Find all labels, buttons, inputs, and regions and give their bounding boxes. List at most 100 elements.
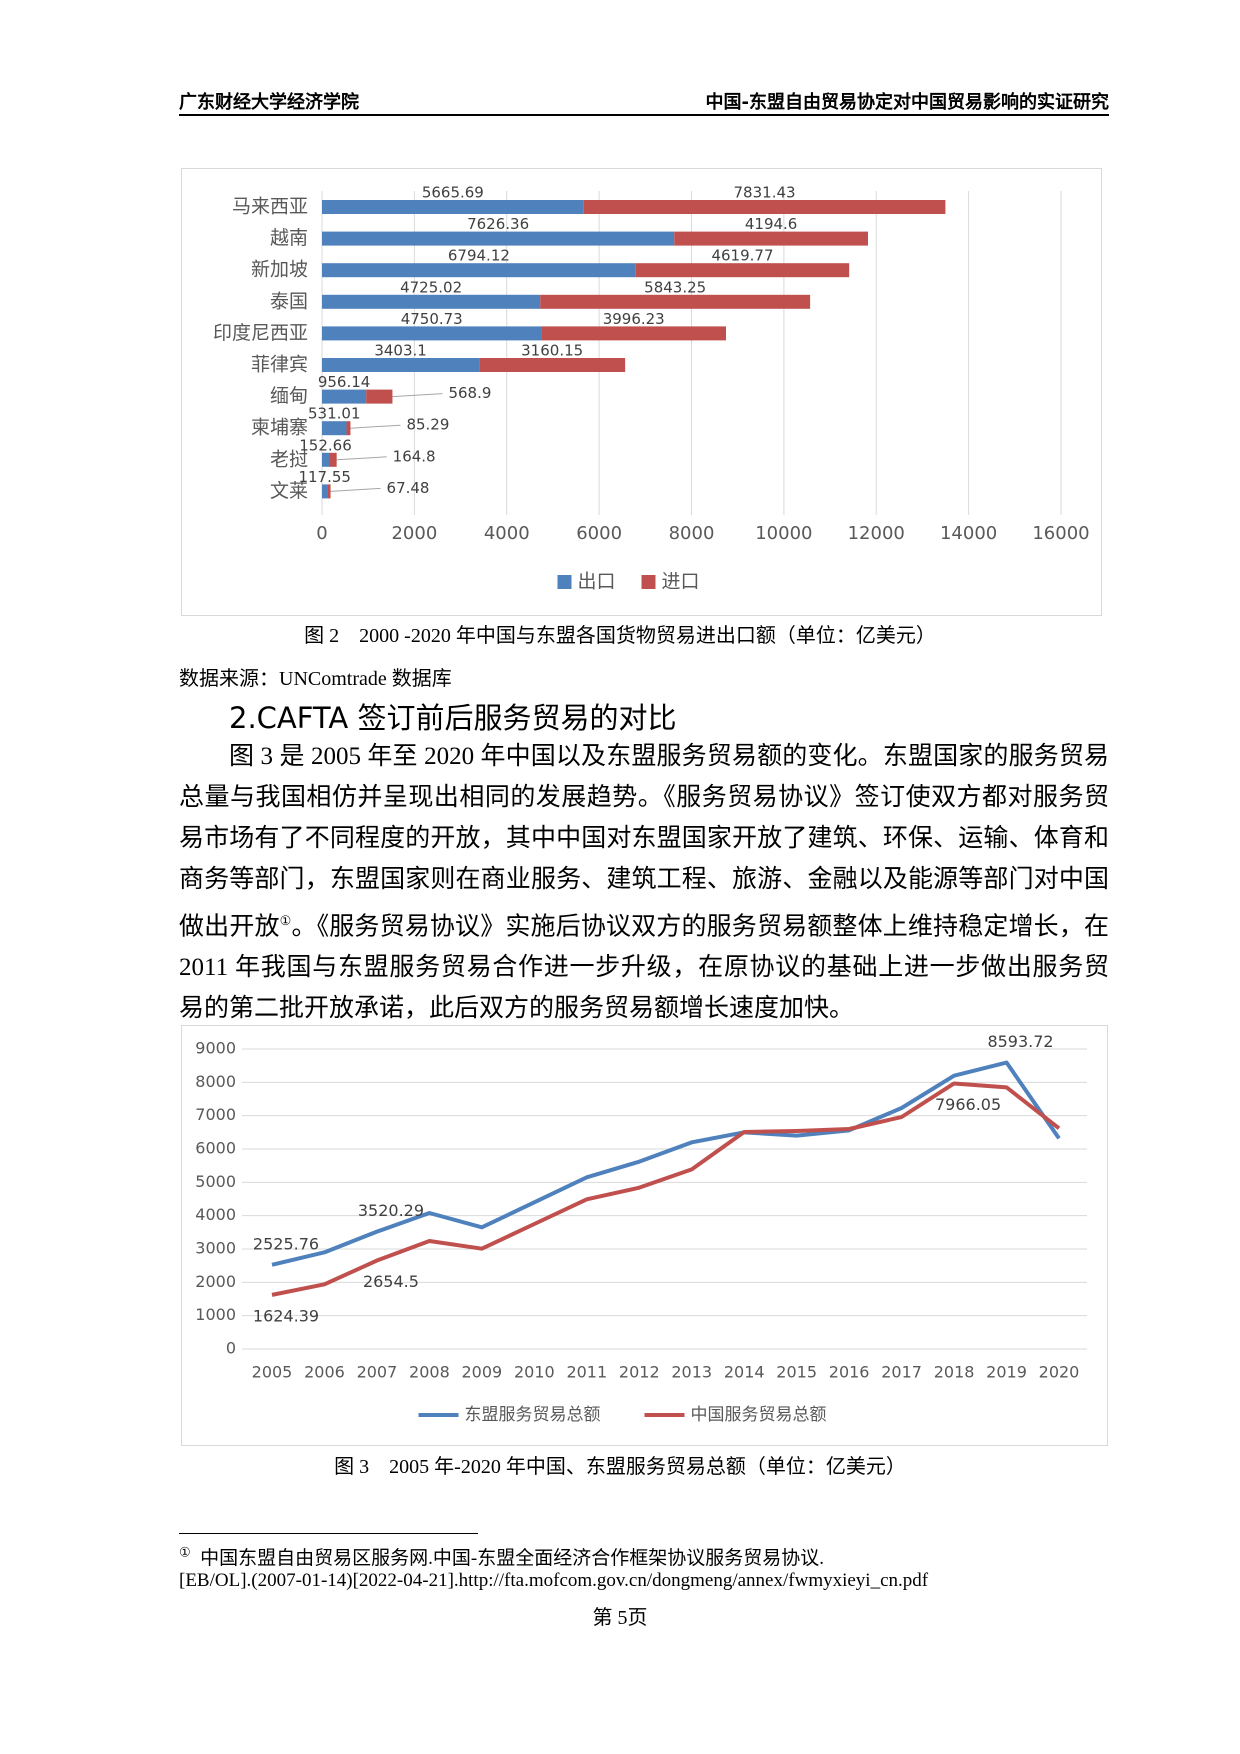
bar-segment (346, 421, 351, 436)
figure-caption: 图 2 2000 -2020 年中国与东盟各国货物贸易进出口额（单位：亿美元） (304, 625, 936, 647)
y-tick-label: 1000 (195, 1305, 236, 1324)
footnote-text: 中国东盟自由贸易区服务网.中国-东盟全面经济合作框架协议服务贸易协议. (200, 1548, 824, 1569)
y-tick-label: 新加坡 (251, 259, 308, 281)
bar-segment (322, 200, 584, 214)
x-tick-label: 2016 (829, 1363, 870, 1382)
data-label: 7966.05 (935, 1095, 1001, 1114)
series-line (271, 1081, 1061, 1297)
x-tick-label: 2012 (619, 1363, 660, 1382)
bar-segment (322, 263, 636, 278)
header-left: 广东财经大学经济学院 (179, 92, 359, 113)
x-tick-label: 0 (316, 523, 327, 544)
x-tick-label: 2000 (391, 523, 437, 544)
data-label: 3996.23 (603, 310, 665, 328)
x-tick-label: 2019 (986, 1363, 1027, 1382)
bar-segment (322, 294, 541, 309)
line-chart: 0 1000 2000 3000 4000 5000 6000 7000 8000 9000 200… (181, 1025, 1108, 1446)
y-tick-label: 5000 (195, 1172, 236, 1191)
data-label: 7626.36 (467, 215, 529, 233)
x-tick-label: 12000 (848, 523, 905, 544)
x-tick-label: 2017 (881, 1363, 922, 1382)
bar-segment (322, 452, 330, 467)
data-label: 85.29 (406, 416, 449, 434)
x-tick-label: 2006 (304, 1363, 345, 1382)
bar-segment (366, 389, 393, 404)
data-label: 1624.39 (253, 1306, 319, 1325)
data-label: 67.48 (387, 479, 430, 497)
bar-segment (322, 326, 542, 341)
bar-segment (541, 326, 727, 341)
data-label: 4725.02 (400, 278, 462, 296)
data-label: 4194.6 (745, 215, 798, 233)
bar-segment (327, 484, 331, 499)
x-tick-label: 2014 (724, 1363, 765, 1382)
x-tick-label: 16000 (1032, 523, 1089, 544)
data-label: 5665.69 (422, 184, 484, 202)
data-label: 164.8 (393, 447, 436, 465)
page-number: 第 5页 (592, 1607, 648, 1629)
legend-swatch (557, 575, 572, 589)
legend-label: 中国服务贸易总额 (691, 1405, 827, 1425)
footnote-marker: ① (179, 1544, 191, 1560)
y-tick-label: 6000 (195, 1139, 236, 1158)
x-tick-label: 6000 (576, 523, 622, 544)
x-tick-label: 2015 (776, 1363, 817, 1382)
data-label: 568.9 (448, 384, 491, 402)
footnote-ref: ① (279, 913, 292, 928)
y-tick-label: 老挝 (270, 448, 308, 470)
bar-chart: 0 2000 4000 6000 8000 10000 12000 14000 16000 马来西… (181, 168, 1102, 616)
leader-line (336, 456, 387, 461)
y-tick-label: 菲律宾 (251, 354, 308, 376)
bar-segment (583, 200, 946, 214)
data-label: 4619.77 (711, 247, 773, 265)
paragraph: 图 3 是 2005 年至 2020 年中国以及东盟服务贸易额的变化。东盟国家的… (179, 736, 1109, 1029)
bar-segment (674, 231, 868, 246)
leader-line (392, 393, 443, 398)
legend-label: 东盟服务贸易总额 (465, 1405, 601, 1425)
data-label: 3520.29 (358, 1201, 424, 1220)
bar-segment (322, 358, 480, 372)
footnote-rule (179, 1533, 478, 1534)
y-tick-label: 2000 (195, 1272, 236, 1291)
x-tick-label: 2009 (462, 1363, 503, 1382)
x-tick-label: 2005 (252, 1363, 293, 1382)
legend-swatch (641, 575, 656, 589)
x-tick-label: 2010 (514, 1363, 555, 1382)
footnote: ① 中国东盟自由贸易区服务网.中国-东盟全面经济合作框架协议服务贸易协议. [E… (179, 1543, 928, 1592)
bar-segment (322, 231, 675, 246)
bar-segment (540, 294, 811, 309)
y-tick-label: 9000 (195, 1039, 236, 1058)
data-label: 117.55 (298, 468, 351, 486)
data-label: 531.01 (308, 405, 361, 423)
y-tick-label: 越南 (270, 227, 308, 249)
bar-segment (322, 421, 347, 436)
y-tick-label: 4000 (195, 1205, 236, 1224)
x-tick-label: 14000 (940, 523, 997, 544)
bar-segment (479, 358, 626, 372)
leader-line (330, 487, 381, 492)
x-tick-label: 2011 (566, 1363, 607, 1382)
paragraph-text: 。《服务贸易协议》实施后协议双方的服务贸易额整体上维持稳定增长，在 2011 年… (179, 913, 1109, 1023)
data-label: 5843.25 (644, 278, 706, 296)
y-tick-label: 0 (226, 1339, 236, 1358)
data-label: 4750.73 (401, 310, 463, 328)
x-tick-label: 2007 (357, 1363, 398, 1382)
y-tick-label: 马来西亚 (232, 196, 308, 218)
bar-segment (322, 484, 328, 499)
data-label: 6794.12 (448, 247, 510, 265)
x-tick-label: 8000 (669, 523, 715, 544)
y-tick-label: 8000 (195, 1072, 236, 1091)
figure-caption: 图 3 2005 年-2020 年中国、东盟服务贸易总额（单位：亿美元） (334, 1456, 906, 1478)
bar-segment (329, 452, 337, 467)
x-tick-label: 10000 (755, 523, 812, 544)
series-line (271, 1060, 1061, 1267)
data-source: 数据来源：UNComtrade 数据库 (179, 668, 452, 690)
y-tick-label: 柬埔寨 (251, 417, 308, 439)
data-label: 7831.43 (734, 184, 796, 202)
header-rule (179, 114, 1109, 116)
legend-label: 进口 (662, 571, 700, 593)
y-tick-label: 3000 (195, 1239, 236, 1258)
y-tick-label: 文莱 (270, 480, 308, 502)
header-right: 中国-东盟自由贸易协定对中国贸易影响的实证研究 (705, 92, 1109, 113)
